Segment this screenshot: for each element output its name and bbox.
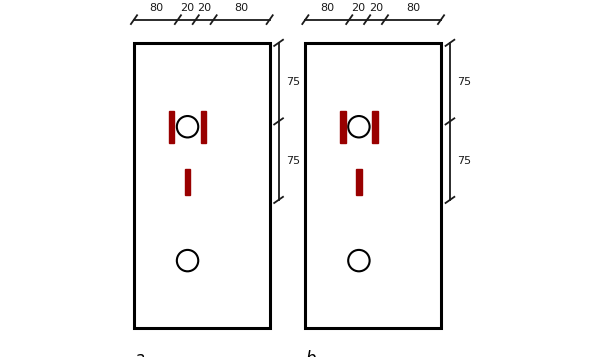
Text: 20: 20	[351, 3, 365, 13]
Text: a: a	[134, 350, 144, 357]
Bar	[372, 111, 378, 143]
Text: 75: 75	[286, 156, 300, 166]
Bar	[356, 169, 362, 195]
Bar	[185, 169, 190, 195]
Text: 75: 75	[457, 77, 471, 87]
Bar	[305, 43, 441, 328]
Bar	[340, 111, 346, 143]
Text: 80: 80	[235, 3, 248, 13]
Text: 80: 80	[320, 3, 334, 13]
Text: 20: 20	[369, 3, 383, 13]
Text: 75: 75	[457, 156, 471, 166]
Text: 75: 75	[286, 77, 300, 87]
Bar	[201, 111, 206, 143]
Text: 20: 20	[197, 3, 212, 13]
Bar	[169, 111, 175, 143]
Text: 80: 80	[149, 3, 163, 13]
Text: b: b	[305, 350, 316, 357]
Text: 20: 20	[180, 3, 194, 13]
Bar	[134, 43, 269, 328]
Text: 80: 80	[406, 3, 420, 13]
